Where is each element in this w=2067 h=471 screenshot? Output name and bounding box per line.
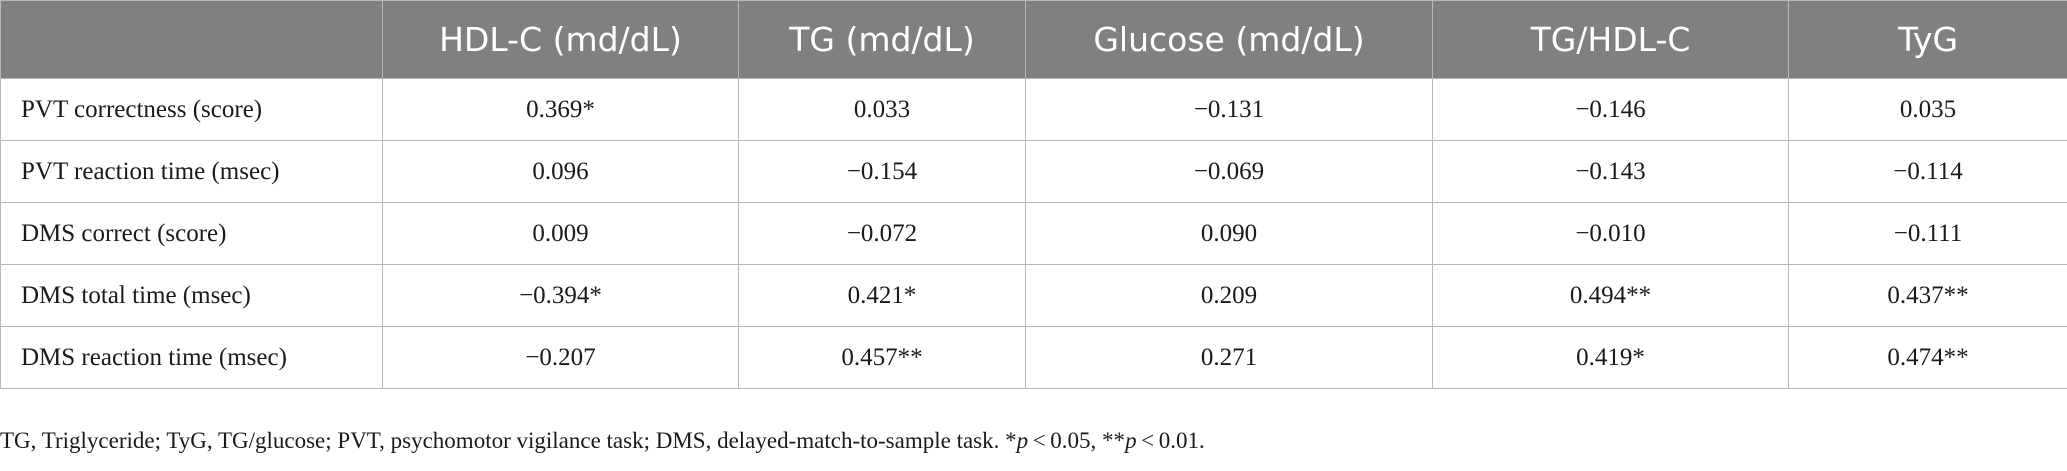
table-cell: 0.457** [738, 326, 1026, 389]
table-cell: −0.394* [382, 264, 739, 327]
table-cell: −0.069 [1025, 140, 1433, 203]
header-cell-tyg: TyG [1788, 0, 2067, 79]
table-cell: 0.209 [1025, 264, 1433, 327]
table-row: DMS reaction time (msec) −0.207 0.457** … [0, 326, 2067, 389]
results-table-container: HDL-C (md/dL) TG (md/dL) Glucose (md/dL)… [0, 0, 2067, 389]
table-cell: −0.072 [738, 202, 1026, 265]
row-label: DMS total time (msec) [0, 264, 383, 327]
table-cell: 0.369* [382, 78, 739, 141]
table-cell: 0.096 [382, 140, 739, 203]
header-cell-empty [0, 0, 383, 79]
table-cell: −0.131 [1025, 78, 1433, 141]
table-cell: 0.419* [1432, 326, 1789, 389]
correlation-table: HDL-C (md/dL) TG (md/dL) Glucose (md/dL)… [0, 0, 2067, 389]
header-cell-tg-hdl-c: TG/HDL-C [1432, 0, 1789, 79]
table-cell: 0.009 [382, 202, 739, 265]
table-row: PVT reaction time (msec) 0.096 −0.154 −0… [0, 140, 2067, 203]
footnote-p-symbol: p [1016, 428, 1029, 453]
table-row: DMS correct (score) 0.009 −0.072 0.090 −… [0, 202, 2067, 265]
table-cell: −0.207 [382, 326, 739, 389]
footnote-p-symbol: p [1125, 428, 1137, 453]
table-cell: −0.114 [1788, 140, 2067, 203]
table-cell: 0.033 [738, 78, 1026, 141]
table-cell: −0.111 [1788, 202, 2067, 265]
footnote-threshold-2: < 0.01. [1136, 428, 1205, 453]
footnote-threshold-1: < 0.05, ** [1028, 428, 1126, 453]
footnote-main-text: TG, Triglyceride; TyG, TG/glucose; PVT, … [0, 428, 1017, 453]
table-cell: 0.437** [1788, 264, 2067, 327]
table-cell: −0.010 [1432, 202, 1789, 265]
table-cell: −0.154 [738, 140, 1026, 203]
row-label: DMS reaction time (msec) [0, 326, 383, 389]
table-cell: −0.146 [1432, 78, 1789, 141]
table-cell: 0.474** [1788, 326, 2067, 389]
row-label: PVT correctness (score) [0, 78, 383, 141]
table-header-row: HDL-C (md/dL) TG (md/dL) Glucose (md/dL)… [0, 0, 2067, 79]
table-cell: 0.035 [1788, 78, 2067, 141]
table-cell: 0.421* [738, 264, 1026, 327]
header-cell-hdl-c: HDL-C (md/dL) [382, 0, 739, 79]
row-label: DMS correct (score) [0, 202, 383, 265]
table-row: PVT correctness (score) 0.369* 0.033 −0.… [0, 78, 2067, 141]
table-footnote: TG, Triglyceride; TyG, TG/glucose; PVT, … [0, 428, 1205, 454]
table-row: DMS total time (msec) −0.394* 0.421* 0.2… [0, 264, 2067, 327]
table-cell: 0.271 [1025, 326, 1433, 389]
row-label: PVT reaction time (msec) [0, 140, 383, 203]
table-cell: 0.494** [1432, 264, 1789, 327]
header-cell-tg: TG (md/dL) [738, 0, 1026, 79]
table-cell: 0.090 [1025, 202, 1433, 265]
table-cell: −0.143 [1432, 140, 1789, 203]
header-cell-glucose: Glucose (md/dL) [1025, 0, 1433, 79]
